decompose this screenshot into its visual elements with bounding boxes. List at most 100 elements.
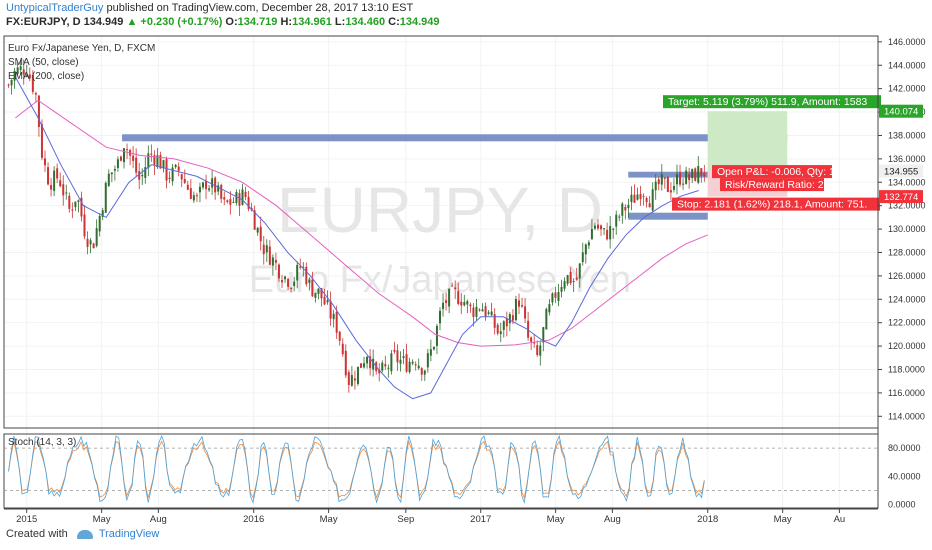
target-label-bg [663, 95, 881, 109]
candle-body [603, 228, 606, 230]
candle-body [624, 206, 627, 211]
candle-body [639, 194, 642, 200]
stoch-legend: Stoch (14, 3, 3) [8, 437, 77, 448]
candle-body [113, 169, 116, 171]
stoch-frame [3, 433, 879, 509]
candle-body [34, 93, 37, 95]
target-label: Target: 5.119 (3.79%) 511.9, Amount: 158… [668, 96, 867, 108]
moving-averages [14, 76, 708, 400]
candle-body [326, 300, 329, 303]
candle-body [153, 155, 156, 165]
candle-body [241, 189, 244, 205]
candle-body [180, 174, 183, 180]
candle-body [524, 306, 527, 319]
candle-body [426, 353, 429, 368]
candle-body [353, 378, 356, 381]
candle-body [68, 195, 71, 209]
candle-body [211, 178, 214, 188]
symbol-ohlc-line: FX:EURJPY, D 134.949 ▲ +0.230 (+0.17%) O… [6, 16, 440, 28]
candle-body [183, 179, 186, 183]
candle-body [274, 259, 277, 263]
y-tick-label: 114.0000 [888, 411, 925, 421]
candle-body [347, 372, 350, 386]
candle-body [253, 210, 256, 230]
created-text: Created with [6, 528, 68, 540]
stop-label-bg [672, 197, 880, 211]
candle-body [50, 185, 53, 190]
candle-body [83, 214, 86, 237]
candle-body [609, 226, 612, 240]
x-tick-label: 2017 [470, 514, 491, 525]
candle-body [16, 67, 19, 74]
y-tick-label: 116.0000 [888, 388, 925, 398]
candle-body [651, 189, 654, 211]
candle-body [660, 174, 663, 185]
candle-body [162, 160, 165, 169]
x-tick-label: 2016 [243, 514, 264, 525]
candle-body [168, 177, 171, 179]
tradingview-link[interactable]: TradingView [98, 528, 160, 540]
candle-body [247, 196, 250, 209]
candle-body [323, 296, 326, 305]
candle-body [514, 299, 517, 321]
y-tick-label: 136.0000 [888, 154, 926, 164]
stoch-tick-label: 40.0000 [888, 471, 921, 481]
candle-body [126, 149, 129, 151]
y-tick-label: 146.0000 [888, 37, 926, 47]
candle-body [238, 193, 241, 206]
author-link[interactable]: UntypicalTraderGuy [6, 2, 104, 14]
candle-body [517, 300, 520, 307]
candle-body [335, 311, 338, 333]
candle-body [28, 74, 31, 79]
candle-body [77, 200, 80, 202]
ema-200-line [15, 99, 708, 347]
candle-body [265, 245, 268, 253]
candle-body [381, 362, 384, 371]
candle-body [593, 225, 596, 229]
candle-body [505, 318, 508, 327]
candle-body [320, 288, 323, 299]
candle-body [463, 302, 466, 306]
candle-body [314, 292, 317, 298]
candle-body [663, 177, 666, 179]
price-axis[interactable]: 146.0000144.0000142.0000140.0000138.0000… [877, 36, 926, 508]
candle-body [451, 285, 454, 287]
high-label: H: [280, 16, 293, 28]
candle-body [460, 301, 463, 306]
sr-zone [122, 134, 788, 142]
candle-body [569, 271, 572, 284]
low-value: 134.460 [345, 16, 386, 28]
candle-body [290, 288, 293, 290]
candle-body [31, 74, 34, 92]
candle-body [508, 314, 511, 324]
y-tick-label: 118.0000 [888, 364, 925, 374]
open-value: 134.719 [237, 16, 278, 28]
candle-body [302, 266, 305, 268]
candle-body [539, 345, 542, 356]
candle-body [511, 315, 514, 321]
sr-zone [628, 171, 708, 178]
candle-body [445, 300, 448, 304]
legend-title: Euro Fx/Japanese Yen, D, FXCM [8, 43, 156, 54]
candle-body [329, 301, 332, 319]
candle-body [144, 167, 147, 178]
candle-body [171, 167, 174, 182]
candle-body [271, 257, 274, 266]
candle-body [25, 74, 28, 76]
candle-body [62, 184, 65, 196]
zones [122, 134, 788, 220]
time-axis[interactable]: 2015 May Aug 2016 May Sep 2017 May Aug 2018 May Au [4, 508, 878, 525]
x-tick-label: 2015 [16, 514, 37, 525]
tradingview-cloud-icon [76, 529, 93, 539]
candle-body [341, 343, 344, 355]
candle-body [688, 173, 691, 181]
low-label: L: [334, 16, 346, 28]
y-tick-label: 142.0000 [888, 84, 926, 94]
candle-body [259, 226, 262, 242]
candle-body [284, 276, 287, 280]
candle-body [648, 203, 651, 208]
watermark-symbol: EURJPY, D [277, 174, 603, 246]
publish-text: published on TradingView.com, December 2… [103, 2, 414, 14]
candle-body [493, 314, 496, 328]
